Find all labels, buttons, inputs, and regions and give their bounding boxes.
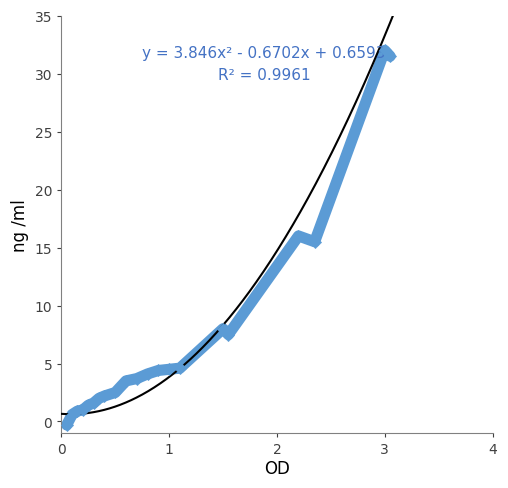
Point	[79, 406, 87, 414]
Point	[219, 325, 227, 333]
Point	[62, 421, 71, 429]
Point	[225, 331, 233, 339]
Point	[143, 370, 151, 378]
Point	[176, 365, 184, 372]
Point	[380, 47, 389, 55]
Point	[386, 53, 394, 61]
Y-axis label: ng /ml: ng /ml	[11, 199, 29, 251]
Point	[89, 399, 98, 407]
X-axis label: OD: OD	[264, 459, 290, 477]
Point	[165, 366, 173, 373]
Point	[68, 411, 76, 419]
Point	[154, 367, 163, 375]
Point	[95, 395, 103, 403]
Point	[122, 377, 130, 385]
Point	[310, 238, 319, 246]
Point	[295, 233, 303, 241]
Point	[133, 375, 141, 383]
Point	[74, 407, 82, 415]
Point	[84, 402, 92, 409]
Point	[111, 389, 119, 397]
Point	[101, 392, 109, 400]
Text: y = 3.846x² - 0.6702x + 0.6593
R² = 0.9961: y = 3.846x² - 0.6702x + 0.6593 R² = 0.99…	[142, 46, 386, 83]
